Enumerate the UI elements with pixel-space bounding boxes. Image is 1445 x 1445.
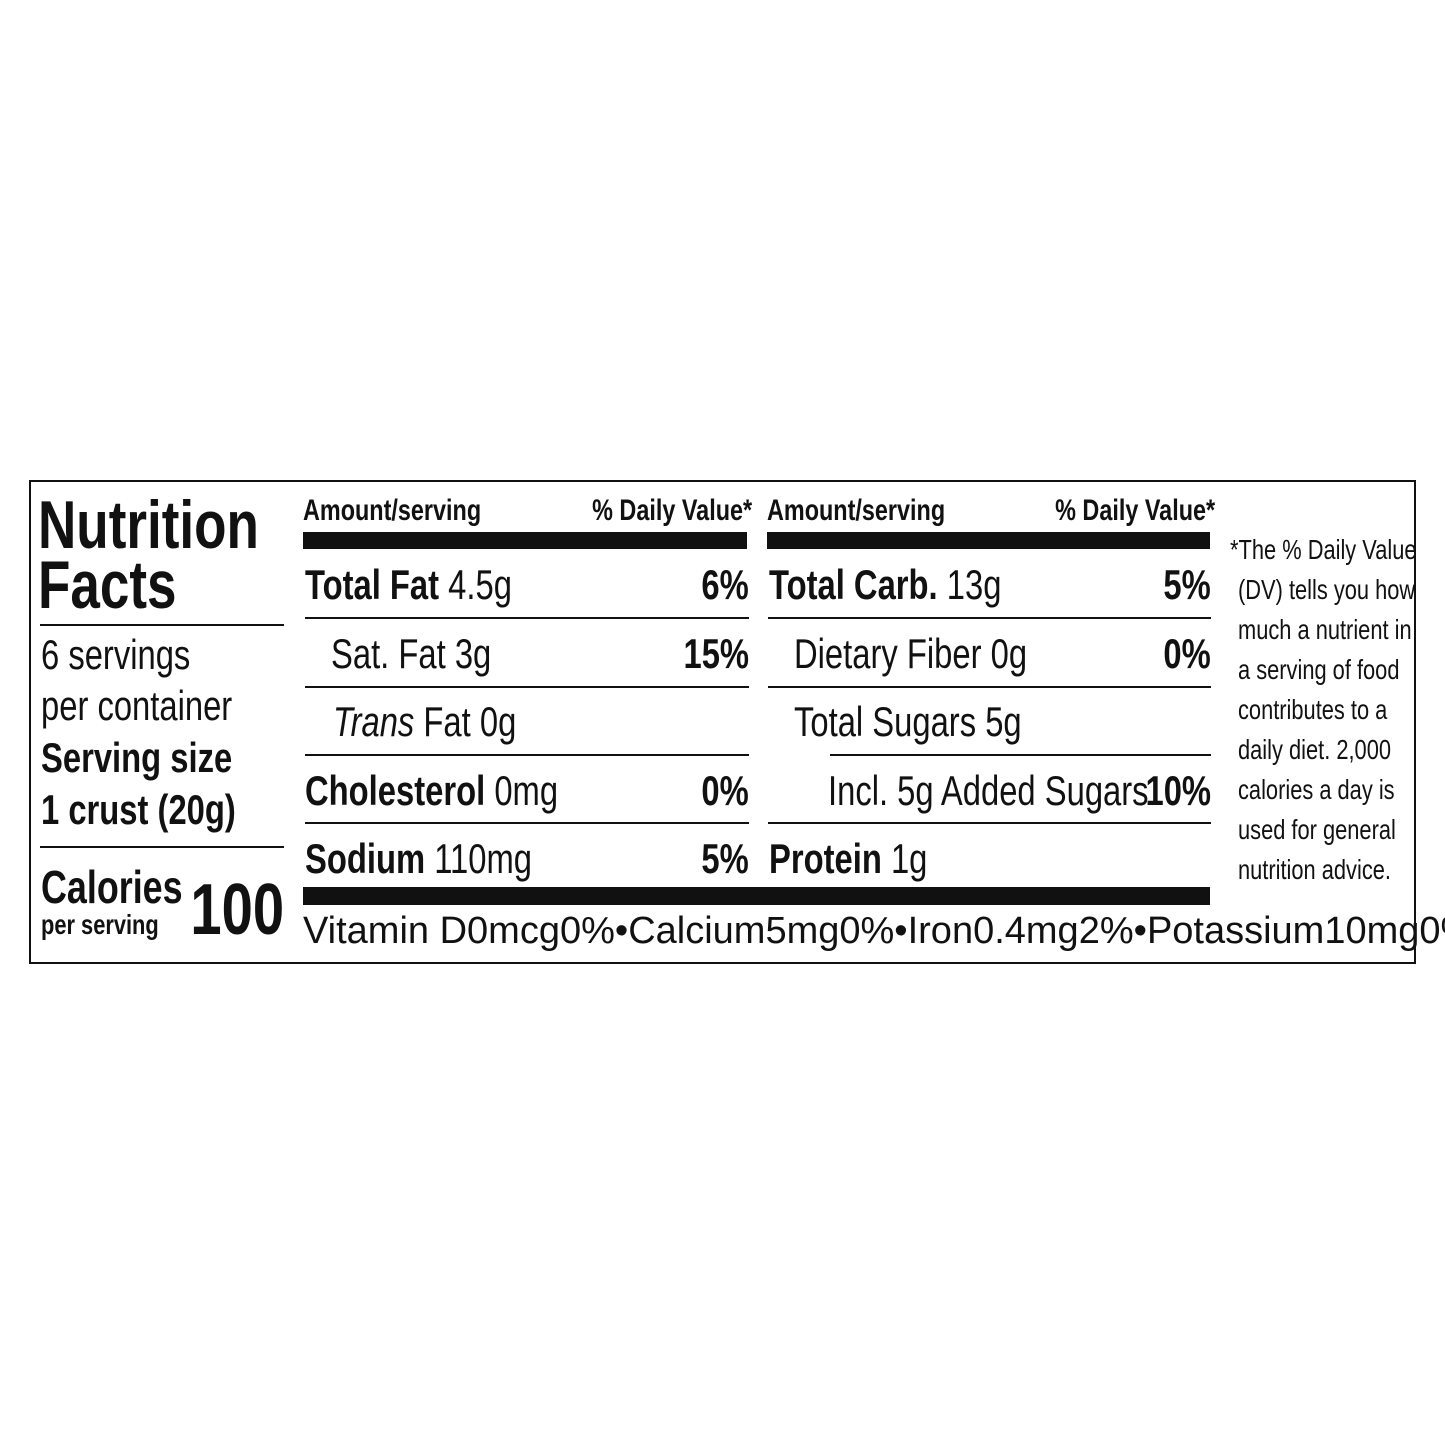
serving-size-label: Serving size (41, 737, 286, 779)
vitamins-row: Vitamin D 0mcg 0% • Calcium 5mg 0% • Iro… (303, 910, 1445, 952)
row-divider (768, 822, 1211, 824)
vitamin-d: Vitamin D (303, 910, 468, 952)
vitamin-d-amount: 0mcg (467, 910, 560, 952)
servings-per-container: 6 servings (41, 634, 232, 676)
footnote-line: calories a day is (1238, 774, 1395, 805)
potassium: Potassium (1146, 910, 1325, 952)
row-divider (305, 754, 749, 756)
amount-header-text: Amount/serving (303, 494, 482, 527)
calcium: Calcium (628, 910, 766, 952)
dv-header: % Daily Value* (547, 496, 752, 526)
row-divider (768, 617, 1211, 619)
title-2: Facts (38, 551, 216, 619)
row-divider (305, 686, 749, 688)
servings-line-1: 6 servings (41, 631, 191, 678)
nutrient-protein: Protein 1g (769, 835, 928, 882)
potassium-amount: 10mg (1324, 910, 1420, 952)
thick-bar (767, 532, 1210, 549)
nutrient-total-fat: Total Fat 4.5g (305, 561, 512, 608)
divider (40, 846, 284, 848)
serving-size-value: 1 crust (20g) (41, 789, 291, 831)
nutrient-total-carb: Total Carb. 13g (769, 561, 1002, 608)
row-divider (305, 617, 749, 619)
thick-bar (303, 887, 1210, 905)
amount-header: Amount/serving (303, 496, 531, 526)
calcium-amount: 5mg (765, 910, 840, 952)
vitamin-d-dv: 0% (559, 910, 615, 952)
calories-value: 100 (120, 874, 284, 946)
calories-sub: per serving (41, 911, 192, 939)
title-line-2: Facts (38, 547, 177, 623)
title: Nutrition (38, 491, 321, 559)
potassium-dv: 0% (1419, 910, 1445, 952)
bullet: • (894, 910, 908, 952)
servings-line-2: per container (41, 682, 233, 729)
nutrient-added-sugars: Incl. 5g Added Sugars (828, 767, 1149, 814)
nutrient-total-sugars: Total Sugars 5g (794, 698, 1022, 745)
dv-added-sugars: 10% (1145, 767, 1211, 814)
footnote-line: daily diet. 2,000 (1238, 734, 1391, 765)
calories-label: Calories (41, 864, 223, 910)
calcium-dv: 0% (839, 910, 895, 952)
serving-size-label-text: Serving size (41, 734, 233, 781)
footnote-line: *The % Daily Value (1230, 534, 1417, 565)
dv-sat-fat: 15% (683, 630, 749, 677)
row-divider (830, 754, 1211, 756)
divider (40, 624, 284, 626)
dv-dietary-fiber: 0% (1163, 630, 1211, 677)
thick-bar (303, 532, 747, 549)
footnote-line: nutrition advice. (1238, 854, 1391, 885)
nutrient-sodium: Sodium 110mg (305, 835, 532, 882)
iron-amount: 0.4mg (973, 910, 1079, 952)
serving-size-value-text: 1 crust (20g) (41, 786, 236, 833)
title-line-1: Nutrition (38, 487, 259, 563)
bullet: • (614, 910, 629, 952)
dv-cholesterol: 0% (701, 767, 749, 814)
nutrient-sat-fat: Sat. Fat 3g (331, 630, 492, 677)
footnote-line: used for general (1238, 814, 1396, 845)
calories-sub-text: per serving (41, 909, 159, 940)
row-divider (768, 686, 1211, 688)
dv-header-2: % Daily Value* (1055, 494, 1216, 527)
servings-per-container-2: per container (41, 685, 286, 727)
bullet: • (1133, 910, 1147, 952)
nutrient-cholesterol: Cholesterol 0mg (305, 767, 559, 814)
dv-total-fat: 6% (701, 561, 749, 608)
nutrient-dietary-fiber: Dietary Fiber 0g (794, 630, 1028, 677)
nutrition-facts-panel (29, 480, 1416, 964)
dv-total-carb: 5% (1163, 561, 1211, 608)
nutrient-trans-fat: Trans Fat 0g (333, 698, 517, 745)
footnote-line: much a nutrient in (1238, 614, 1412, 645)
dv-sodium: 5% (701, 835, 749, 882)
row-divider (305, 822, 749, 824)
dv-header-text: % Daily Value* (592, 494, 753, 527)
footnote-line: a serving of food (1238, 654, 1400, 685)
calories-value-text: 100 (190, 870, 284, 950)
calories-label-text: Calories (41, 861, 183, 913)
footnote-line: contributes to a (1238, 694, 1388, 725)
iron: Iron (907, 910, 974, 952)
amount-header-2: Amount/serving (767, 494, 946, 527)
iron-dv: 2% (1078, 910, 1134, 952)
footnote-line: (DV) tells you how (1238, 574, 1416, 605)
